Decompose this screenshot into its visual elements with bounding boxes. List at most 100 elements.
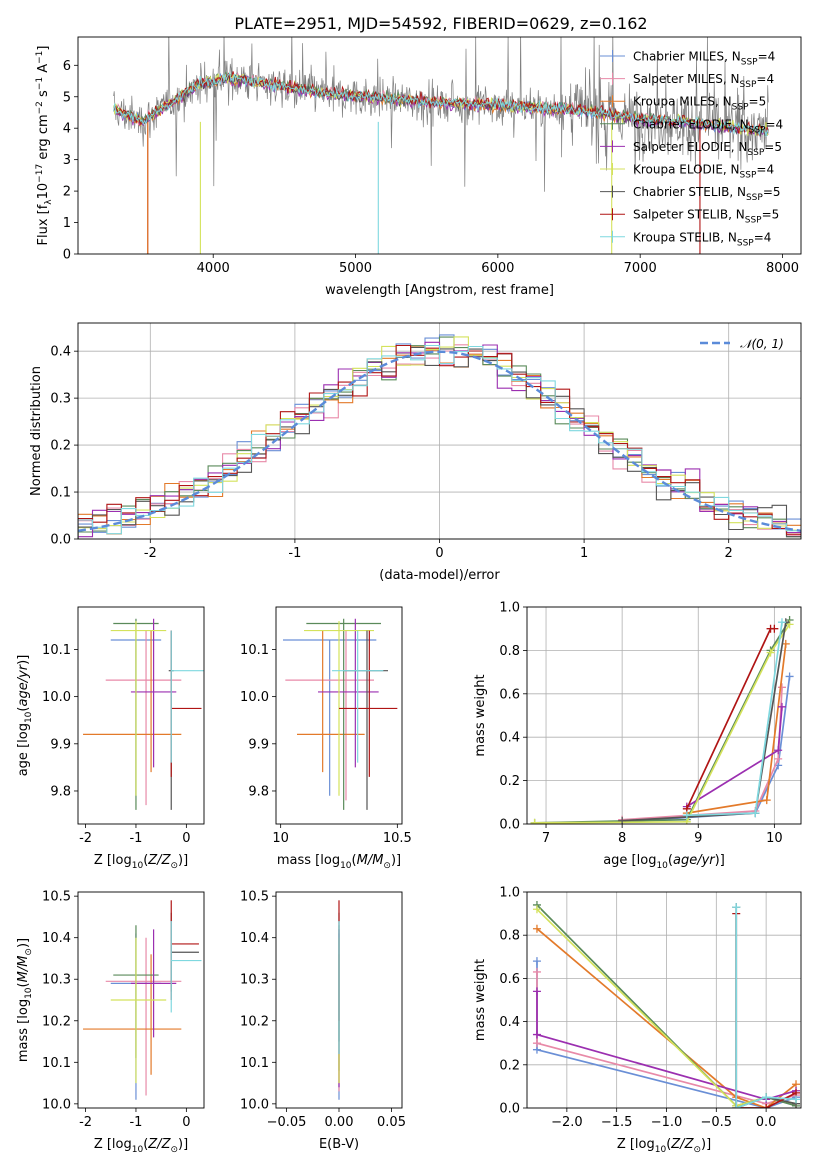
weight-marker-chabrier_stelib: [618, 816, 627, 824]
y-tick-label: 0.2: [499, 1058, 520, 1073]
weight-marker-kroupa_stelib: [732, 903, 741, 912]
axes-frame: [77, 36, 802, 255]
y-tick-label: 0.0: [499, 1102, 520, 1117]
y-tick-label: 2: [63, 185, 71, 200]
axes-frame: [77, 606, 205, 825]
y-tick-label: 0.2: [50, 439, 71, 454]
y-tick-label: 10.0: [42, 690, 71, 705]
y-tick-label: 0.8: [499, 644, 520, 659]
x-tick-label: −1.5: [601, 1115, 633, 1130]
legend-label-salpeter_stelib: Salpeter STELIB, NSSP=5: [633, 208, 779, 226]
axes-weight_vs_age: 7 8 9 10 0.0 0.2 0.4 0.6 0.8 1.0 age [log10(age/yr…: [473, 601, 802, 871]
axes-mass_vs_ebv: −0.05 0.00 0.05 10.0 10.1 10.2 10.3 10.4 10.5 E(B…: [240, 890, 406, 1152]
weight-line-salpeter_elodie: [536, 991, 797, 1101]
plot-area-age_vs_mass: [283, 618, 398, 810]
x-tick-label: -2: [79, 1115, 92, 1130]
y-tick-label: 9.9: [50, 737, 71, 752]
axes-mass_vs_Z: -2 -1 0 10.0 10.1 10.2 10.3 10.4 10.5 Z [log10(Z/…: [16, 890, 205, 1155]
x-tick-label: 4000: [197, 261, 230, 276]
y-tick-label: 6: [63, 59, 71, 74]
spectrum-model-line-kroupa_stelib: [113, 71, 769, 137]
y-tick-label: 0.8: [499, 929, 520, 944]
x-axis-label: E(B-V): [319, 1137, 359, 1152]
y-axis-label: mass weight: [473, 959, 488, 1041]
x-axis-label: Z [log10(Z/Z⊙)]: [94, 853, 188, 871]
x-tick-label: 6000: [481, 261, 514, 276]
y-tick-label: 1: [63, 216, 71, 231]
y-tick-label: 9.8: [248, 784, 269, 799]
weight-marker-kroupa_stelib: [682, 811, 691, 820]
plot-area-mass_vs_Z: [83, 900, 202, 1100]
x-tick-label: 1: [580, 546, 588, 561]
x-axis-label: wavelength [Angstrom, rest frame]: [325, 283, 554, 298]
weight-marker-kroupa_miles: [532, 924, 541, 933]
plot-area-spectrum: [113, 37, 769, 254]
y-tick-label: 10.1: [42, 643, 71, 658]
y-axis-label: Normed distribution: [29, 366, 44, 496]
plot-area-weight_vs_age: [530, 616, 794, 824]
y-axis-label: mass weight: [473, 674, 488, 756]
y-tick-label: 0.4: [499, 1015, 520, 1030]
y-tick-label: 0.6: [499, 687, 520, 702]
y-tick-label: 0.0: [499, 818, 520, 833]
legend-label-salpeter_elodie: Salpeter ELODIE, NSSP=5: [633, 140, 782, 158]
axes-frame: [526, 606, 802, 825]
x-tick-label: −1.0: [651, 1115, 683, 1130]
y-axis-label: Flux [fλ10−17 erg cm−2 s−1 A−1]: [35, 46, 54, 246]
normal-curve: [78, 350, 801, 532]
x-tick-label: 10: [766, 831, 783, 846]
axes-weight_vs_Z: −2.0 −1.5 −1.0 −0.5 0.0 0.0 0.2 0.4 0.6 0.8 1.0 Z […: [473, 886, 802, 1155]
y-tick-label: 1.0: [499, 601, 520, 616]
x-tick-label: -1: [129, 1115, 142, 1130]
x-axis-label: (data-model)/error: [379, 568, 500, 583]
y-tick-label: 10.1: [240, 1056, 269, 1071]
legend-label-chabrier_elodie: Chabrier ELODIE, NSSP=4: [633, 117, 783, 135]
x-tick-label: −0.5: [701, 1115, 733, 1130]
x-axis-label: Z [log10(Z/Z⊙)]: [617, 1137, 711, 1155]
y-tick-label: 10.5: [42, 890, 71, 905]
legend-label-kroupa_stelib: Kroupa STELIB, NSSP=4: [633, 230, 771, 248]
spectrum-model-line-kroupa_elodie: [113, 72, 769, 137]
axes-frame: [275, 606, 403, 825]
y-tick-label: 10.4: [42, 931, 71, 946]
axes-frame: [77, 322, 802, 540]
y-tick-label: 3: [63, 153, 71, 168]
weight-marker-salpeter_elodie: [532, 987, 541, 996]
y-tick-label: 5: [63, 90, 71, 105]
y-tick-label: 0.0: [50, 533, 71, 548]
weight-marker-kroupa_stelib: [732, 1104, 741, 1108]
x-tick-label: 2: [725, 546, 733, 561]
y-tick-label: 10.0: [42, 1097, 71, 1112]
axes-age_vs_Z: -2 -1 0 9.8 9.9 10.0 10.1 Z [log10(Z/Z⊙)] age [l…: [16, 606, 205, 871]
plot-area-residuals: [78, 334, 801, 539]
weight-marker-chabrier_miles: [532, 957, 541, 966]
x-tick-label: -1: [288, 546, 301, 561]
weight-marker-salpeter_elodie: [532, 1030, 541, 1039]
axes-residuals: -2 -1 0 1 2 0.0 0.1 0.2 0.3 0.4 𝒩(0, 1) (data-model…: [29, 322, 802, 583]
axes-spectrum: 4000 5000 6000 7000 8000 0 1 2 3 4 5 6 wavelength [A…: [35, 36, 802, 298]
y-tick-label: 10.1: [42, 1056, 71, 1071]
weight-marker-kroupa_elodie: [766, 648, 775, 657]
figure-title: PLATE=2951, MJD=54592, FIBERID=0629, z=0…: [234, 14, 647, 33]
x-tick-label: 8000: [766, 261, 799, 276]
x-tick-label: 0: [182, 831, 190, 846]
x-tick-label: 7000: [624, 261, 657, 276]
x-tick-label: 0.05: [377, 1115, 406, 1130]
weight-marker-salpeter_miles: [532, 1039, 541, 1048]
weight-marker-kroupa_stelib: [792, 1095, 801, 1104]
weight-marker-salpeter_elodie: [774, 746, 783, 755]
weight-marker-kroupa_elodie: [530, 818, 539, 824]
y-tick-label: 0.1: [50, 486, 71, 501]
x-tick-label: 0.0: [756, 1115, 777, 1130]
axes-frame: [77, 891, 205, 1109]
axes-age_vs_mass: 10 10.5 9.8 9.9 10.0 10.1 mass [log10(M/M⊙)]: [240, 606, 412, 871]
legend-label-salpeter_miles: Salpeter MILES, NSSP=4: [633, 72, 774, 90]
y-tick-label: 9.9: [248, 737, 269, 752]
x-axis-label: age [log10(age/yr)]: [603, 853, 725, 871]
x-tick-label: 9: [694, 831, 702, 846]
legend-label-kroupa_elodie: Kroupa ELODIE, NSSP=4: [633, 163, 774, 181]
x-tick-label: 8: [618, 831, 626, 846]
x-tick-label: 0: [182, 1115, 190, 1130]
x-tick-label: 10.5: [383, 831, 412, 846]
y-axis-label: age [log10(age/yr)]: [16, 655, 34, 777]
